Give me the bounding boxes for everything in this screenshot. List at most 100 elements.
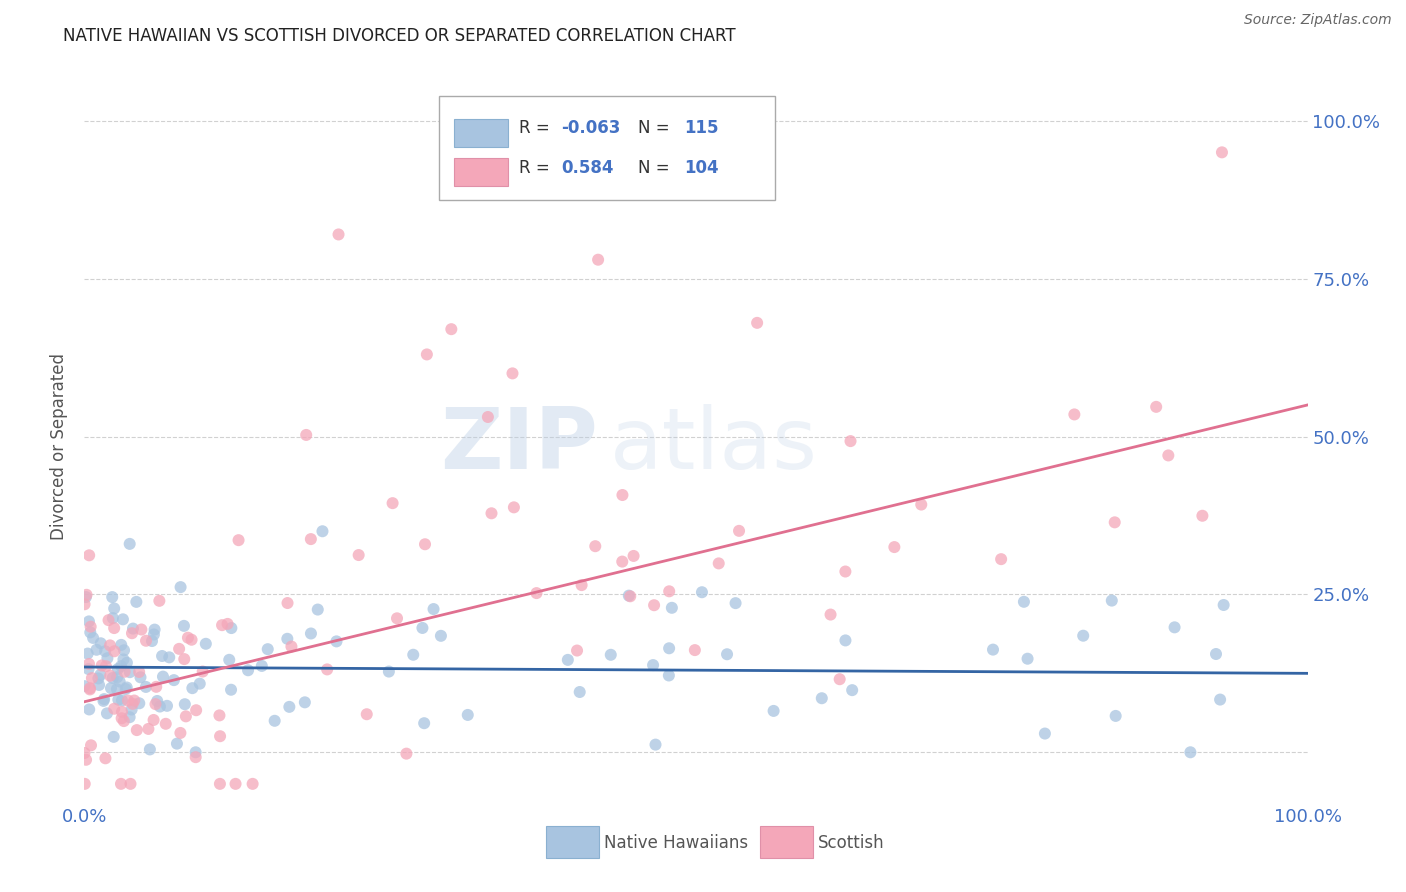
Point bbox=[186, 703, 208, 717]
Point bbox=[111, 705, 134, 719]
Point bbox=[643, 598, 665, 612]
Point bbox=[583, 539, 606, 553]
Point bbox=[1163, 620, 1185, 634]
Point bbox=[101, 590, 124, 604]
Point bbox=[96, 706, 118, 721]
Point bbox=[221, 621, 243, 635]
Point bbox=[103, 601, 125, 615]
Point bbox=[107, 662, 129, 676]
Point bbox=[169, 580, 191, 594]
Point bbox=[76, 588, 98, 602]
Point bbox=[218, 653, 240, 667]
Text: 0.584: 0.584 bbox=[561, 159, 614, 177]
Point bbox=[194, 637, 217, 651]
Text: -0.063: -0.063 bbox=[561, 120, 621, 137]
FancyBboxPatch shape bbox=[439, 96, 776, 200]
Point bbox=[121, 702, 143, 716]
Point bbox=[184, 745, 207, 759]
Point bbox=[82, 631, 104, 645]
Point bbox=[658, 668, 681, 682]
Point bbox=[163, 673, 186, 687]
Point bbox=[115, 681, 138, 695]
Point bbox=[568, 685, 591, 699]
Point bbox=[94, 751, 117, 765]
Point bbox=[142, 627, 165, 641]
Point bbox=[411, 621, 433, 635]
Point bbox=[77, 702, 100, 716]
Point bbox=[828, 672, 851, 686]
Point bbox=[169, 726, 191, 740]
Point bbox=[430, 629, 453, 643]
Point bbox=[839, 434, 862, 449]
Point bbox=[219, 682, 242, 697]
Point bbox=[1101, 593, 1123, 607]
FancyBboxPatch shape bbox=[454, 158, 508, 186]
Point bbox=[820, 607, 842, 622]
Point bbox=[571, 578, 593, 592]
Point bbox=[86, 642, 108, 657]
Point bbox=[328, 227, 350, 242]
FancyBboxPatch shape bbox=[546, 826, 599, 858]
Point bbox=[422, 602, 444, 616]
Point bbox=[112, 652, 135, 666]
Point bbox=[131, 623, 153, 637]
Point bbox=[105, 682, 128, 697]
Point bbox=[89, 668, 111, 682]
Point bbox=[208, 777, 231, 791]
Point bbox=[79, 620, 101, 634]
Point bbox=[1144, 400, 1167, 414]
Point bbox=[236, 663, 259, 677]
Point bbox=[112, 643, 135, 657]
Point bbox=[103, 621, 125, 635]
Point bbox=[77, 549, 100, 563]
Point bbox=[1157, 449, 1180, 463]
Point bbox=[90, 658, 112, 673]
Point bbox=[690, 585, 713, 599]
Point bbox=[139, 742, 162, 756]
Point bbox=[143, 623, 166, 637]
Point bbox=[112, 714, 135, 728]
Point bbox=[105, 670, 128, 684]
Point bbox=[87, 678, 110, 692]
Text: ZIP: ZIP bbox=[440, 404, 598, 488]
Point bbox=[73, 746, 96, 760]
Point bbox=[146, 694, 169, 708]
Point bbox=[156, 698, 179, 713]
Point bbox=[125, 723, 148, 737]
Point bbox=[457, 707, 479, 722]
Point bbox=[150, 648, 173, 663]
Point bbox=[617, 589, 640, 603]
Point bbox=[79, 681, 101, 695]
Point bbox=[114, 665, 136, 679]
Point bbox=[93, 692, 115, 706]
Point bbox=[94, 644, 117, 658]
Point bbox=[145, 680, 167, 694]
Point bbox=[683, 643, 706, 657]
Point bbox=[121, 697, 143, 711]
Point bbox=[121, 626, 143, 640]
Point bbox=[481, 506, 503, 520]
Point bbox=[90, 636, 112, 650]
Point bbox=[724, 596, 747, 610]
Text: Source: ZipAtlas.com: Source: ZipAtlas.com bbox=[1244, 13, 1392, 28]
Text: 104: 104 bbox=[683, 159, 718, 177]
Point bbox=[157, 650, 180, 665]
Point bbox=[716, 647, 738, 661]
Point bbox=[173, 619, 195, 633]
Point bbox=[188, 676, 211, 690]
Point bbox=[256, 642, 278, 657]
Point bbox=[883, 540, 905, 554]
Point bbox=[1211, 145, 1233, 160]
Point bbox=[228, 533, 250, 548]
Point bbox=[276, 632, 298, 646]
Point bbox=[1105, 709, 1128, 723]
Point bbox=[103, 702, 125, 716]
Point bbox=[167, 641, 190, 656]
Point bbox=[385, 611, 408, 625]
Y-axis label: Divorced or Separated: Divorced or Separated bbox=[51, 352, 69, 540]
Point bbox=[98, 669, 121, 683]
Point bbox=[128, 696, 150, 710]
Point bbox=[148, 594, 170, 608]
Point bbox=[110, 638, 132, 652]
Point bbox=[1033, 726, 1056, 740]
